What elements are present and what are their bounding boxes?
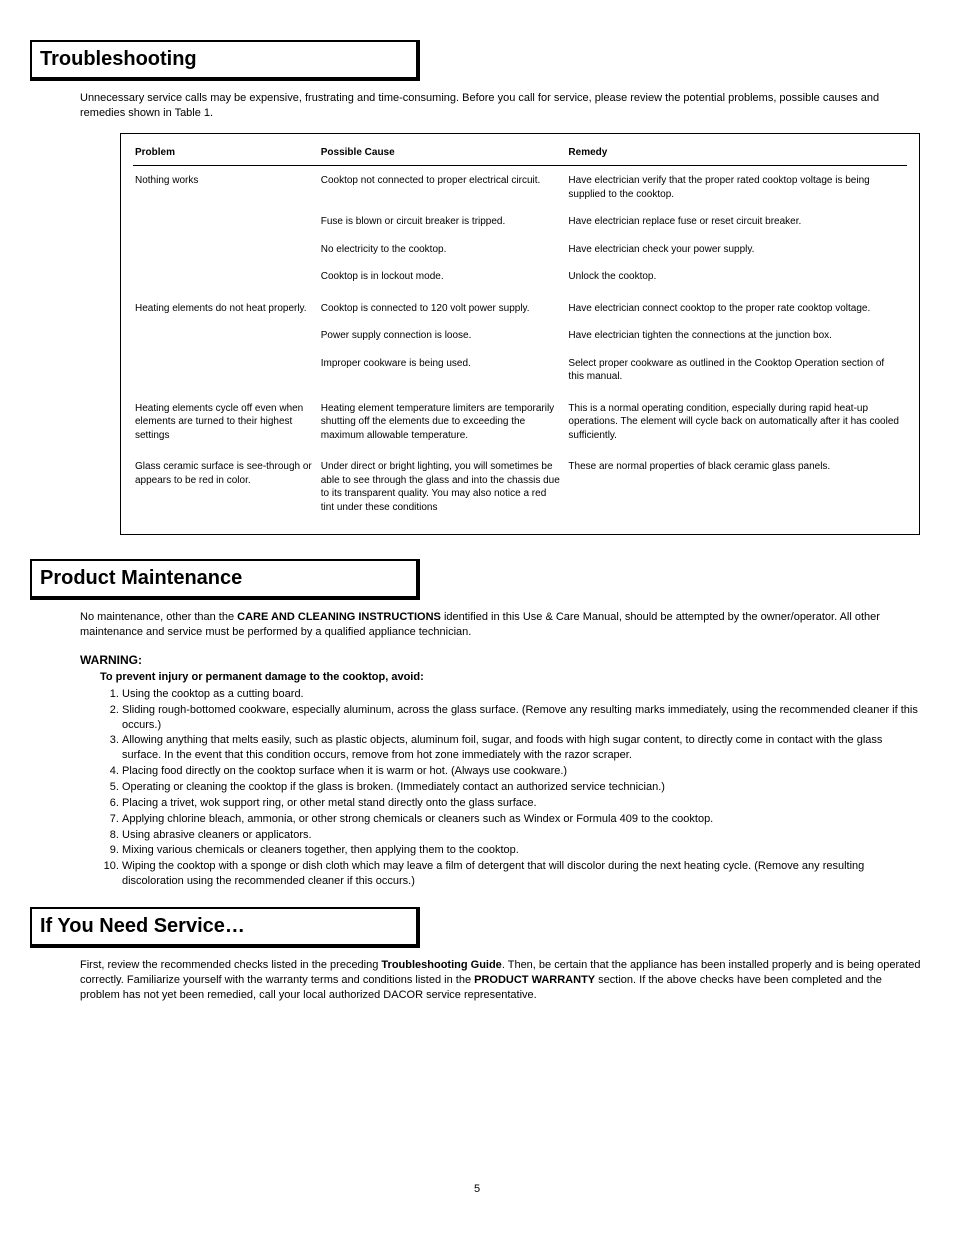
- list-item: Using the cooktop as a cutting board.: [122, 687, 924, 702]
- table-row: No electricity to the cooktop.Have elect…: [133, 239, 907, 267]
- warning-heading: WARNING:: [80, 652, 924, 668]
- cell-remedy: Unlock the cooktop.: [566, 266, 907, 294]
- cell-remedy: Have electrician check your power supply…: [566, 239, 907, 267]
- cell-problem: Nothing works: [133, 166, 319, 212]
- cell-cause: No electricity to the cooktop.: [319, 239, 567, 267]
- list-item: Using abrasive cleaners or applicators.: [122, 828, 924, 843]
- list-item: Allowing anything that melts easily, suc…: [122, 733, 924, 763]
- cell-cause: Cooktop not connected to proper electric…: [319, 166, 567, 212]
- section-header-maintenance: Product Maintenance: [30, 559, 420, 600]
- maintenance-body: No maintenance, other than the CARE AND …: [80, 610, 924, 889]
- cell-cause: Heating element temperature limiters are…: [319, 394, 567, 453]
- col-header-cause: Possible Cause: [319, 142, 567, 166]
- cell-remedy: Have electrician tighten the connections…: [566, 325, 907, 353]
- cell-cause: Power supply connection is loose.: [319, 325, 567, 353]
- table-row: Glass ceramic surface is see-through or …: [133, 452, 907, 524]
- cell-cause: Fuse is blown or circuit breaker is trip…: [319, 211, 567, 239]
- cell-problem: Heating elements cycle off even when ele…: [133, 394, 319, 453]
- table-row: Fuse is blown or circuit breaker is trip…: [133, 211, 907, 239]
- cell-cause: Cooktop is connected to 120 volt power s…: [319, 294, 567, 326]
- cell-remedy: Have electrician replace fuse or reset c…: [566, 211, 907, 239]
- list-item: Sliding rough-bottomed cookware, especia…: [122, 703, 924, 733]
- section-title: If You Need Service…: [40, 913, 402, 940]
- list-item: Mixing various chemicals or cleaners tog…: [122, 843, 924, 858]
- table-row: Power supply connection is loose.Have el…: [133, 325, 907, 353]
- text: First, review the recommended checks lis…: [80, 959, 381, 971]
- section-title: Troubleshooting: [40, 46, 402, 73]
- maintenance-intro: No maintenance, other than the CARE AND …: [80, 610, 924, 640]
- cell-remedy: Select proper cookware as outlined in th…: [566, 353, 907, 394]
- list-item: Applying chlorine bleach, ammonia, or ot…: [122, 812, 924, 827]
- cell-remedy: These are normal properties of black cer…: [566, 452, 907, 524]
- table-row: Cooktop is in lockout mode.Unlock the co…: [133, 266, 907, 294]
- col-header-problem: Problem: [133, 142, 319, 166]
- section-title: Product Maintenance: [40, 565, 402, 592]
- troubleshoot-intro: Unnecessary service calls may be expensi…: [80, 91, 924, 121]
- table-row: Heating elements cycle off even when ele…: [133, 394, 907, 453]
- text-bold: Troubleshooting Guide: [381, 959, 501, 971]
- service-paragraph: First, review the recommended checks lis…: [80, 958, 924, 1003]
- cell-cause: Improper cookware is being used.: [319, 353, 567, 394]
- cell-cause: Cooktop is in lockout mode.: [319, 266, 567, 294]
- page-number: 5: [30, 1182, 924, 1197]
- warning-list: Using the cooktop as a cutting board.Sli…: [100, 687, 924, 889]
- table-row: Nothing worksCooktop not connected to pr…: [133, 166, 907, 212]
- col-header-remedy: Remedy: [566, 142, 907, 166]
- text-bold: CARE AND CLEANING INSTRUCTIONS: [237, 611, 441, 623]
- table-row: Heating elements do not heat properly.Co…: [133, 294, 907, 326]
- troubleshoot-table: Problem Possible Cause Remedy Nothing wo…: [120, 133, 920, 536]
- text-bold: PRODUCT WARRANTY: [474, 974, 595, 986]
- section-header-service: If You Need Service…: [30, 907, 420, 948]
- section-header-troubleshooting: Troubleshooting: [30, 40, 420, 81]
- cell-remedy: Have electrician verify that the proper …: [566, 166, 907, 212]
- cell-cause: Under direct or bright lighting, you wil…: [319, 452, 567, 524]
- list-item: Wiping the cooktop with a sponge or dish…: [122, 859, 924, 889]
- cell-problem: [133, 211, 319, 239]
- cell-problem: [133, 239, 319, 267]
- cell-remedy: Have electrician connect cooktop to the …: [566, 294, 907, 326]
- list-item: Placing food directly on the cooktop sur…: [122, 764, 924, 779]
- cell-problem: Glass ceramic surface is see-through or …: [133, 452, 319, 524]
- cell-problem: [133, 266, 319, 294]
- list-item: Operating or cleaning the cooktop if the…: [122, 780, 924, 795]
- cell-problem: [133, 325, 319, 353]
- service-body: First, review the recommended checks lis…: [80, 958, 924, 1003]
- cell-problem: Heating elements do not heat properly.: [133, 294, 319, 326]
- table-row: Improper cookware is being used.Select p…: [133, 353, 907, 394]
- cell-problem: [133, 353, 319, 394]
- list-item: Placing a trivet, wok support ring, or o…: [122, 796, 924, 811]
- cell-remedy: This is a normal operating condition, es…: [566, 394, 907, 453]
- warning-subheading: To prevent injury or permanent damage to…: [100, 670, 924, 685]
- text: No maintenance, other than the: [80, 611, 237, 623]
